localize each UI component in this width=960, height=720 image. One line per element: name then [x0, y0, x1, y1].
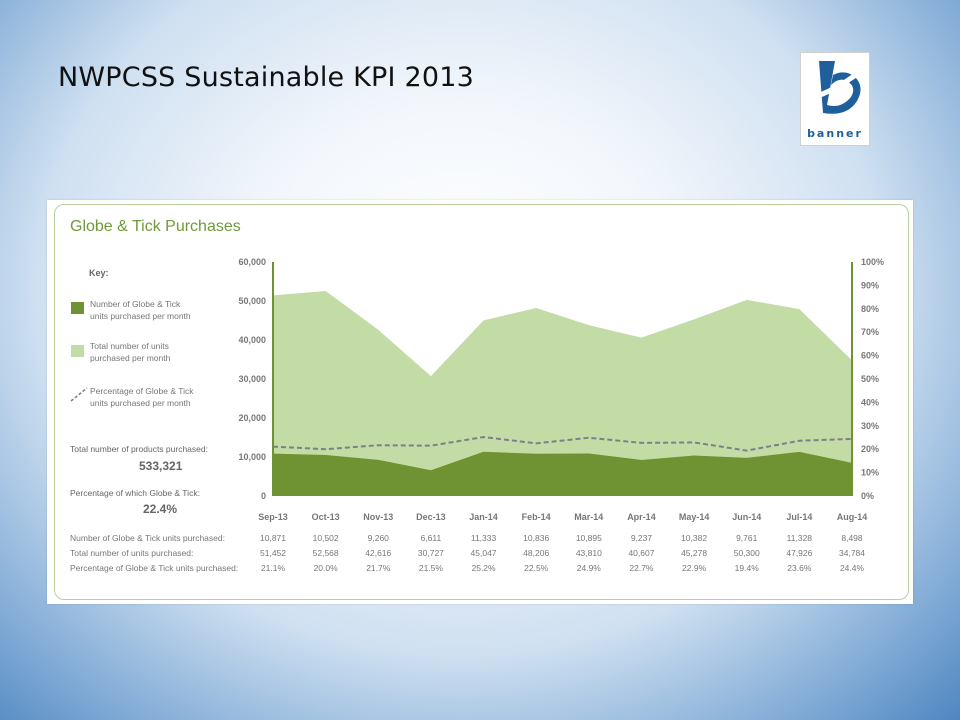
chart-panel: Globe & Tick Purchases Key: Number of Gl…	[47, 200, 913, 604]
table-cell: 10,502	[313, 533, 339, 543]
legend-swatch-percentage	[70, 387, 88, 402]
globe-tick-units-area	[273, 451, 852, 496]
percentage-globe-tick-label: Percentage of which Globe & Tick:	[70, 488, 200, 498]
table-cell: 10,871	[260, 533, 286, 543]
x-tick-label: Nov-13	[363, 512, 393, 522]
banner-logo: banner	[800, 52, 870, 146]
left-tick-label: 60,000	[238, 257, 266, 267]
table-cell: 42,616	[365, 548, 391, 558]
x-tick-label: Jan-14	[469, 512, 498, 522]
table-row-label: Percentage of Globe & Tick units purchas…	[70, 563, 238, 573]
slide-title: NWPCSS Sustainable KPI 2013	[58, 62, 474, 93]
table-row-label: Number of Globe & Tick units purchased:	[70, 533, 225, 543]
total-products-value: 533,321	[139, 459, 183, 473]
right-tick-label: 30%	[861, 421, 879, 431]
right-tick-label: 70%	[861, 327, 879, 337]
table-row-label: Total number of units purchased:	[70, 548, 193, 558]
legend-swatch-globe-tick	[71, 302, 84, 314]
legend-item-line: units purchased per month	[90, 311, 191, 321]
table-cell: 24.9%	[577, 563, 602, 573]
legend-item-line: Number of Globe & Tick	[90, 299, 181, 309]
x-tick-label: Jun-14	[732, 512, 761, 522]
table-cell: 47,926	[786, 548, 812, 558]
table-cell: 43,810	[576, 548, 602, 558]
x-tick-label: Aug-14	[837, 512, 868, 522]
right-tick-label: 20%	[861, 444, 879, 454]
table-cell: 11,333	[471, 533, 497, 543]
right-tick-label: 100%	[861, 257, 884, 267]
right-tick-label: 0%	[861, 491, 874, 501]
table-cell: 9,260	[368, 533, 390, 543]
table-cell: 45,278	[681, 548, 707, 558]
table-cell: 22.9%	[682, 563, 707, 573]
table-cell: 23.6%	[787, 563, 812, 573]
table-cell: 24.4%	[840, 563, 865, 573]
table-cell: 34,784	[839, 548, 865, 558]
percentage-dashed-line	[272, 436, 853, 452]
percentage-globe-tick-value: 22.4%	[143, 502, 178, 516]
x-tick-label: Oct-13	[312, 512, 340, 522]
table-cell: 45,047	[471, 548, 497, 558]
left-tick-label: 0	[261, 491, 266, 501]
legend-item-percentage: Percentage of Globe & Tick units purchas…	[90, 385, 193, 409]
legend-item-line: Percentage of Globe & Tick	[90, 386, 194, 396]
banner-b-icon	[808, 61, 863, 114]
table-cell: 10,895	[576, 533, 602, 543]
table-cell: 25.2%	[471, 563, 496, 573]
right-tick-label: 50%	[861, 374, 879, 384]
table-cell: 21.7%	[366, 563, 391, 573]
table-cell: 22.7%	[629, 563, 654, 573]
legend-title: Key:	[89, 268, 109, 278]
legend-swatch-total	[71, 345, 84, 357]
legend-item-total: Total number of units purchased per mont…	[90, 340, 170, 364]
chart-card: Globe & Tick Purchases Key: Number of Gl…	[54, 204, 909, 600]
table-cell: 51,452	[260, 548, 286, 558]
table-cell: 20.0%	[314, 563, 339, 573]
right-tick-label: 90%	[861, 280, 879, 290]
table-cell: 9,761	[736, 533, 758, 543]
area-chart: 0 10,000 20,000 30,000 40,000 50,000 60,000 0% 1…	[70, 257, 884, 573]
legend-item-line: purchased per month	[90, 353, 171, 363]
x-tick-label: Apr-14	[627, 512, 656, 522]
table-cell: 22.5%	[524, 563, 549, 573]
table-cell: 11,328	[787, 533, 813, 543]
x-tick-label: Mar-14	[574, 512, 603, 522]
table-cell: 50,300	[734, 548, 760, 558]
legend-item-globe-tick: Number of Globe & Tick units purchased p…	[90, 298, 191, 322]
table-cell: 40,607	[628, 548, 654, 558]
logo-text: banner	[807, 127, 863, 140]
left-tick-label: 50,000	[238, 296, 266, 306]
right-tick-label: 10%	[861, 468, 879, 478]
table-cell: 30,727	[418, 548, 444, 558]
right-tick-label: 60%	[861, 351, 879, 361]
total-products-label: Total number of products purchased:	[70, 444, 208, 454]
x-tick-label: Jul-14	[786, 512, 812, 522]
table-cell: 48,206	[523, 548, 549, 558]
table-cell: 19.4%	[735, 563, 760, 573]
left-tick-label: 30,000	[238, 374, 266, 384]
legend-item-line: units purchased per month	[90, 398, 191, 408]
left-tick-label: 20,000	[238, 413, 266, 423]
table-cell: 21.1%	[261, 563, 286, 573]
table-cell: 52,568	[313, 548, 339, 558]
table-cell: 8,498	[841, 533, 863, 543]
legend-item-line: Total number of units	[90, 341, 169, 351]
right-tick-label: 80%	[861, 304, 879, 314]
left-tick-label: 40,000	[238, 335, 266, 345]
table-cell: 10,836	[523, 533, 549, 543]
x-tick-label: May-14	[679, 512, 710, 522]
table-cell: 21.5%	[419, 563, 444, 573]
table-cell: 10,382	[681, 533, 707, 543]
x-tick-label: Sep-13	[258, 512, 288, 522]
x-tick-label: Feb-14	[522, 512, 551, 522]
chart-title: Globe & Tick Purchases	[70, 218, 241, 235]
right-tick-label: 40%	[861, 397, 879, 407]
table-cell: 6,611	[421, 533, 442, 543]
left-tick-label: 10,000	[238, 452, 266, 462]
table-cell: 9,237	[631, 533, 653, 543]
x-tick-label: Dec-13	[416, 512, 446, 522]
